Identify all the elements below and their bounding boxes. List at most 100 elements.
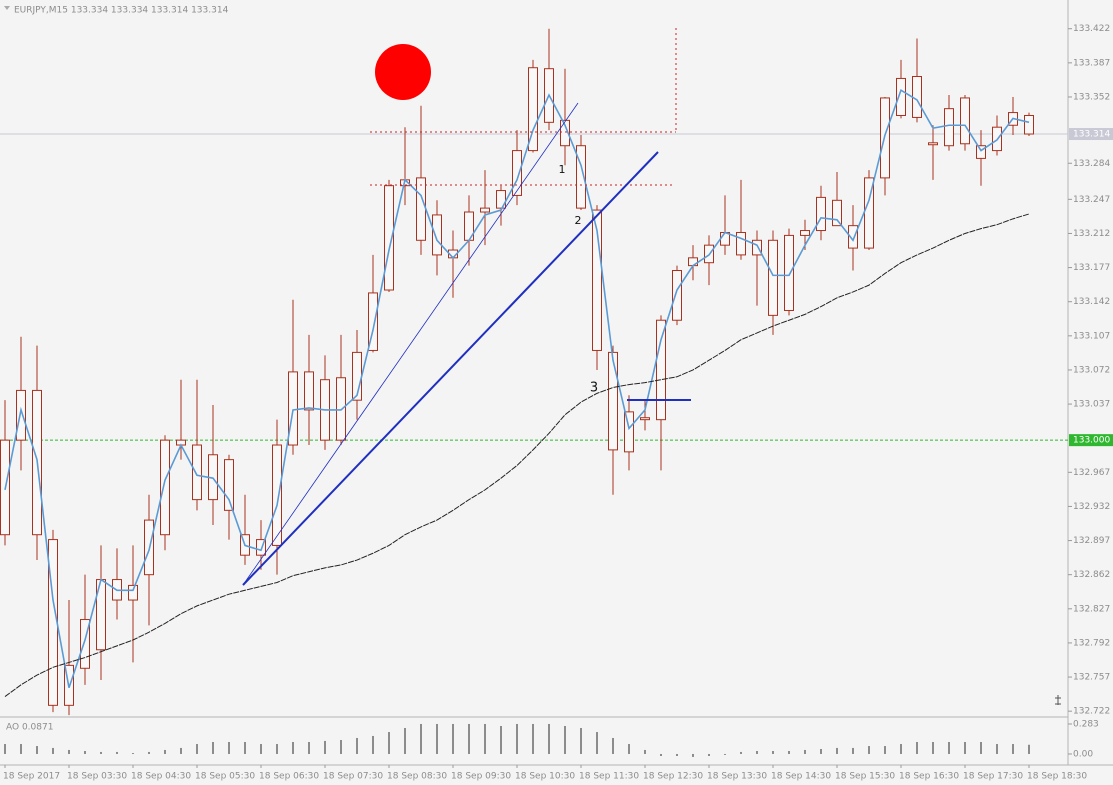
trendline-thick[interactable]: [242, 151, 659, 586]
y-tick-label: 132.862: [1073, 570, 1110, 580]
candle-body: [976, 145, 986, 159]
y-tick-label: 132.897: [1073, 536, 1110, 546]
y-tick-label: 132.967: [1073, 468, 1110, 478]
moving-average: [4, 88, 1030, 689]
candle-body: [512, 150, 522, 196]
candle-body: [128, 584, 138, 601]
y-tick-label: 133.177: [1073, 263, 1110, 273]
cursor-icon: [1055, 695, 1061, 705]
candle-body: [912, 75, 922, 118]
x-tick-label: 18 Sep 13:30: [707, 772, 767, 782]
price-marker: [1069, 434, 1113, 447]
candle-body: [192, 444, 202, 501]
y-tick-label: 133.142: [1073, 297, 1110, 307]
candle-body: [800, 230, 810, 236]
candle-body: [224, 459, 234, 511]
red-circle[interactable]: [375, 44, 431, 100]
candle-body: [752, 239, 762, 256]
candle-body: [528, 67, 538, 152]
candle-body: [560, 119, 570, 147]
trendline-thin[interactable]: [242, 102, 579, 586]
x-tick-label: 18 Sep 08:30: [387, 772, 447, 782]
candle-body: [944, 108, 954, 147]
candle-body: [160, 439, 170, 536]
candle-body: [656, 319, 666, 421]
ao-title: AO 0.0871: [6, 723, 53, 733]
candle-body: [896, 77, 906, 116]
candle-body: [848, 225, 858, 249]
price-marker-label: 133.000: [1073, 436, 1110, 446]
candle-body: [608, 351, 618, 451]
x-tick-label: 18 Sep 15:30: [835, 772, 895, 782]
candle-body: [384, 185, 394, 291]
y-tick-label: 132.792: [1073, 638, 1110, 648]
x-tick-label: 18 Sep 07:30: [323, 772, 383, 782]
candle-body: [672, 270, 682, 321]
x-tick-label: 18 Sep 12:30: [643, 772, 703, 782]
y-tick-label: 133.247: [1073, 195, 1110, 205]
price-marker: [1069, 128, 1113, 141]
candle-body: [80, 619, 90, 669]
candle-body: [960, 97, 970, 145]
price-marker-label: 133.314: [1073, 130, 1110, 140]
candle-body: [256, 539, 266, 556]
y-tick-label: 133.387: [1073, 58, 1110, 68]
candle-body: [48, 539, 58, 706]
candle-body: [928, 142, 938, 146]
y-tick-label: 132.722: [1073, 707, 1110, 717]
moving-average: [4, 213, 1030, 697]
wave-label: 3: [590, 381, 598, 396]
x-tick-label: 18 Sep 03:30: [67, 772, 127, 782]
x-tick-label: 18 Sep 09:30: [451, 772, 511, 782]
y-tick-label: 133.284: [1073, 159, 1110, 169]
candle-body: [304, 371, 314, 411]
y-tick-label: 133.212: [1073, 229, 1110, 239]
x-tick-label: 18 Sep 16:30: [899, 772, 959, 782]
y-tick-label: 133.352: [1073, 92, 1110, 102]
x-tick-label: 18 Sep 10:30: [515, 772, 575, 782]
x-tick-label: 18 Sep 06:30: [259, 772, 319, 782]
candle-body: [592, 209, 602, 351]
wave-label: 2: [575, 214, 582, 227]
candle-body: [816, 196, 826, 232]
candle-body: [480, 207, 490, 213]
y-tick-label: 133.422: [1073, 24, 1110, 34]
plot-layer: [0, 28, 1068, 757]
candle-body: [496, 190, 506, 209]
x-tick-label: 18 Sep 05:30: [195, 772, 255, 782]
candle-body: [736, 231, 746, 256]
menu-arrow[interactable]: [4, 6, 10, 10]
y-tick-label: 0.283: [1073, 719, 1099, 729]
x-tick-label: 18 Sep 04:30: [131, 772, 191, 782]
y-tick-label: 133.107: [1073, 331, 1110, 341]
y-tick-label: 133.037: [1073, 400, 1110, 410]
drawn-objects: [242, 28, 1061, 705]
candle-body: [768, 239, 778, 316]
x-tick-label: 18 Sep 2017: [3, 772, 60, 782]
candle-body: [784, 234, 794, 311]
y-tick-label: 133.072: [1073, 365, 1110, 375]
candle-body: [288, 371, 298, 446]
y-tick-label: 132.827: [1073, 604, 1110, 614]
y-tick-label: 0.00: [1073, 749, 1093, 759]
candle-body: [640, 417, 650, 421]
x-tick-label: 18 Sep 18:30: [1027, 772, 1087, 782]
wave-label: 1: [559, 163, 566, 176]
x-tick-label: 18 Sep 17:30: [963, 772, 1023, 782]
candle-body: [432, 214, 442, 256]
candle-body: [624, 411, 634, 453]
candle-body: [416, 177, 426, 241]
candle-body: [576, 145, 586, 209]
y-tick-label: 132.932: [1073, 502, 1110, 512]
candle-body: [272, 444, 282, 546]
y-tick-label: 132.757: [1073, 673, 1110, 683]
chart-title: EURJPY,M15 133.334 133.334 133.314 133.3…: [14, 6, 229, 16]
candle-body: [368, 292, 378, 351]
candle-body: [832, 199, 842, 227]
candle-body: [1024, 114, 1034, 135]
x-tick-label: 18 Sep 14:30: [771, 772, 831, 782]
candle-body: [16, 389, 26, 441]
